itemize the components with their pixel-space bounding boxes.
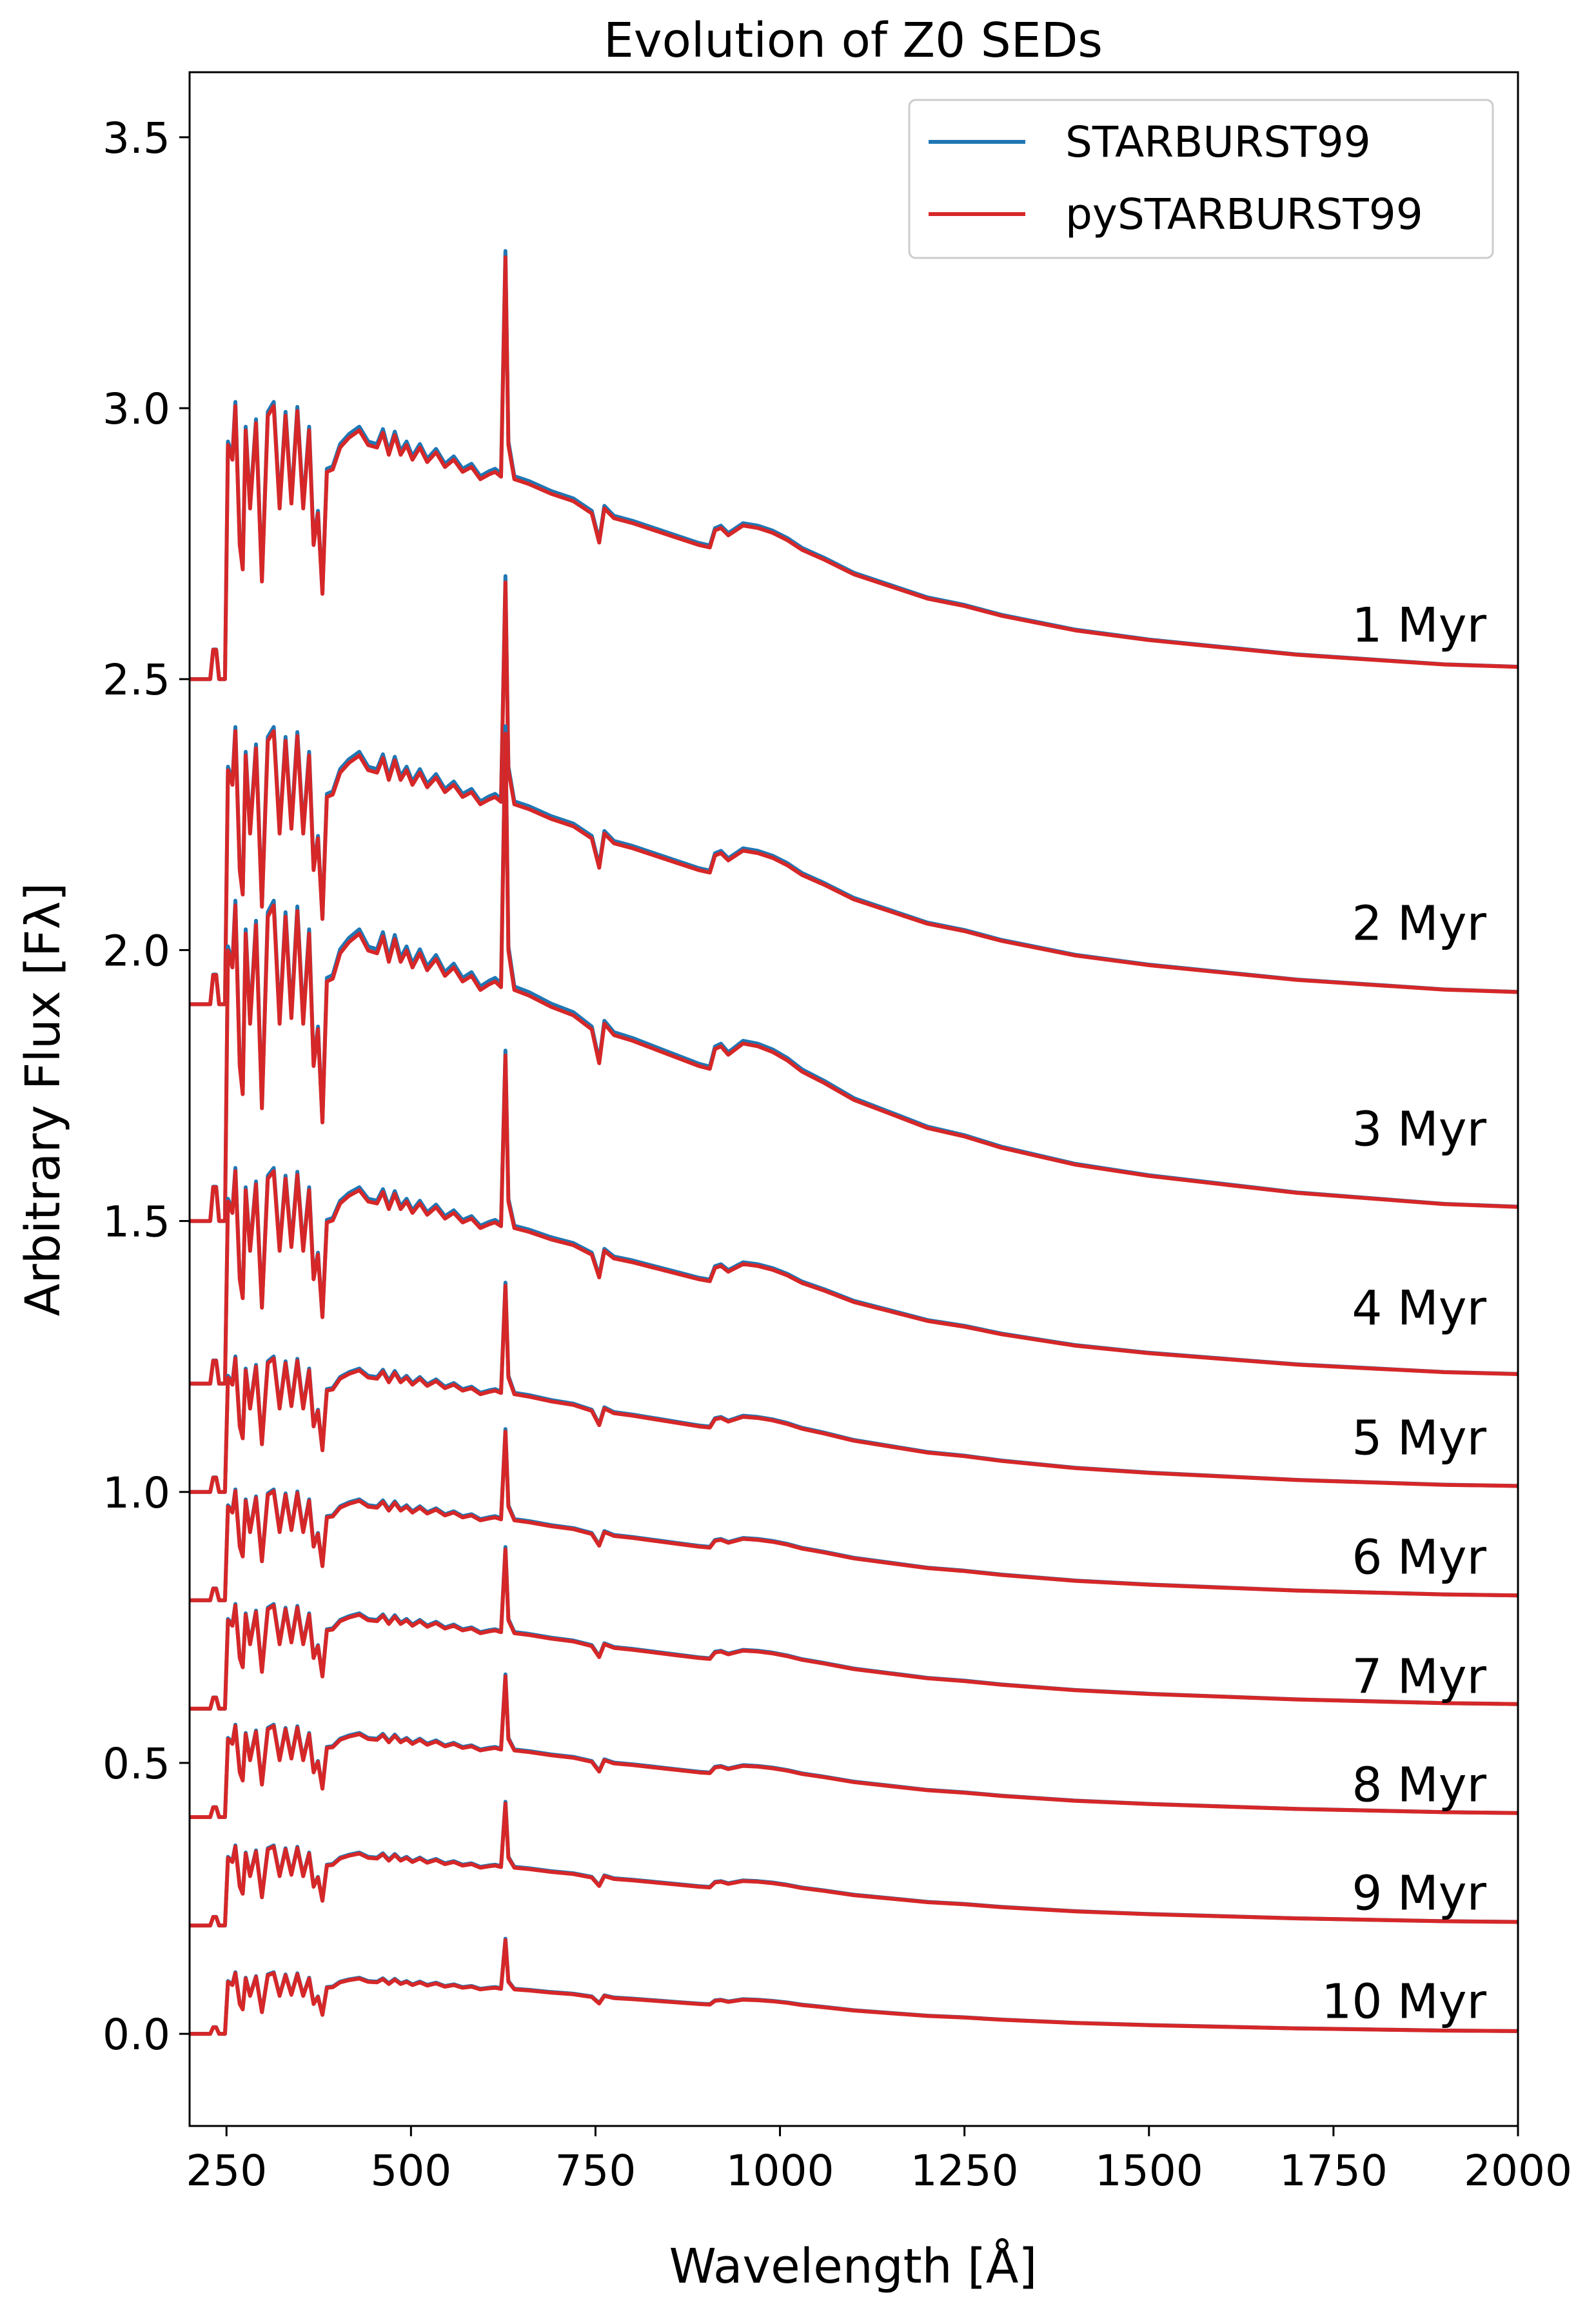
x-tick-label: 1750 (1279, 2146, 1388, 2196)
series-line-pystarburst99-7-myr (190, 1547, 1518, 1711)
age-label-4-myr: 4 Myr (1352, 1281, 1486, 1336)
y-tick-label: 1.5 (103, 1197, 170, 1247)
legend-label-pystarburst99: pySTARBURST99 (1065, 190, 1423, 239)
x-axis-title: Wavelength [Å] (669, 2238, 1038, 2294)
series-line-pystarburst99-4-myr (190, 1053, 1518, 1386)
age-label-3-myr: 3 Myr (1352, 1102, 1486, 1157)
series-line-pystarburst99-1-myr (190, 255, 1518, 682)
age-label-2-myr: 2 Myr (1352, 896, 1486, 951)
series-line-pystarburst99-10-myr (190, 1938, 1518, 2036)
x-tick-label: 750 (555, 2146, 636, 2196)
series-line-pystarburst99-2-myr (190, 580, 1518, 1007)
age-label-8-myr: 8 Myr (1352, 1758, 1486, 1813)
age-label-layer: 1 Myr 2 Myr 3 Myr 4 Myr 5 Myr 6 Myr 7 Myr 8 Myr… (1321, 598, 1486, 2030)
y-tick-label: 3.0 (103, 384, 170, 434)
y-tick-label: 3.5 (103, 113, 170, 163)
y-tick-label: 1.0 (103, 1468, 170, 1518)
y-tick-label: 0.5 (103, 1739, 170, 1789)
age-label-9-myr: 9 Myr (1352, 1866, 1486, 1922)
x-tick-label: 250 (186, 2146, 267, 2196)
y-tick-label: 2.5 (103, 655, 170, 705)
legend-box (908, 99, 1494, 259)
y-tick-label: 0.0 (103, 2010, 170, 2060)
y-axis-title: Arbitrary Flux [Fλ] (15, 883, 71, 1317)
x-tick-label: 1500 (1095, 2146, 1203, 2196)
series-line-pystarburst99-8-myr (190, 1674, 1518, 1819)
x-tick-label: 500 (370, 2146, 451, 2196)
y-axis-ticks: 0.0 0.5 1.0 1.5 2.0 2.5 3.0 3.5 (103, 113, 190, 2060)
x-axis-ticks: 250 500 750 1000 1250 1500 1750 2000 (186, 2126, 1572, 2196)
x-tick-label: 1000 (726, 2146, 834, 2196)
series-line-pystarburst99-9-myr (190, 1802, 1518, 1928)
plot-frame (188, 71, 1519, 2127)
x-tick-label: 1250 (911, 2146, 1019, 2196)
legend-label-starburst99: STARBURST99 (1065, 117, 1371, 167)
age-label-10-myr: 10 Myr (1321, 1974, 1486, 2030)
age-label-1-myr: 1 Myr (1352, 598, 1486, 653)
age-label-5-myr: 5 Myr (1352, 1411, 1486, 1466)
age-label-7-myr: 7 Myr (1352, 1649, 1486, 1704)
age-label-6-myr: 6 Myr (1352, 1530, 1486, 1586)
y-tick-label: 2.0 (103, 926, 170, 976)
series-line-pystarburst99-6-myr (190, 1430, 1518, 1602)
chart-title: Evolution of Z0 SEDs (604, 13, 1103, 68)
series-layer (190, 249, 1518, 2036)
series-line-pystarburst99-3-myr (190, 731, 1518, 1223)
x-tick-label: 2000 (1464, 2146, 1572, 2196)
legend: STARBURST99 pySTARBURST99 (908, 99, 1494, 259)
series-line-pystarburst99-5-myr (190, 1283, 1518, 1494)
